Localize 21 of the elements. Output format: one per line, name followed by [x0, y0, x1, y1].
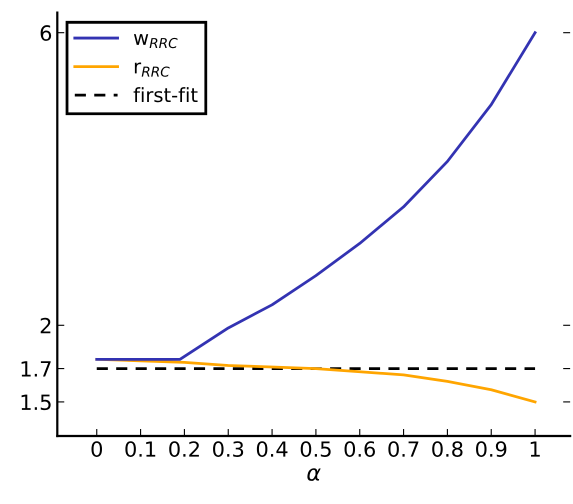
x-tick-label: 0: [91, 441, 102, 457]
x-tick-label: 0.8: [432, 441, 463, 457]
y-tick-label: 6: [40, 25, 52, 41]
x-tick-label: 0.4: [256, 441, 288, 457]
x-tick-label: 0.7: [388, 441, 418, 457]
x-tick-label: 1: [530, 441, 540, 457]
x-axis-title: α: [307, 468, 321, 481]
x-tick-label: 0.5: [300, 441, 331, 457]
legend-label: first-fit: [134, 87, 198, 102]
line-series: [95, 358, 536, 404]
legend-label: w$_{RRC}$: [134, 34, 178, 48]
y-tick-label: 2: [40, 318, 50, 334]
x-tick-label: 0.6: [344, 441, 375, 457]
y-tick-label: 1.5: [22, 394, 51, 410]
y-tick-label: 1.7: [22, 361, 51, 376]
x-tick-label: 0.1: [125, 441, 156, 457]
x-tick-label: 0.3: [213, 441, 244, 457]
x-tick-label: 0.9: [476, 441, 506, 457]
legend-label: r$_{RRC}$: [134, 62, 170, 77]
x-tick-label: 0.2: [169, 441, 199, 457]
line-series: [95, 31, 536, 361]
